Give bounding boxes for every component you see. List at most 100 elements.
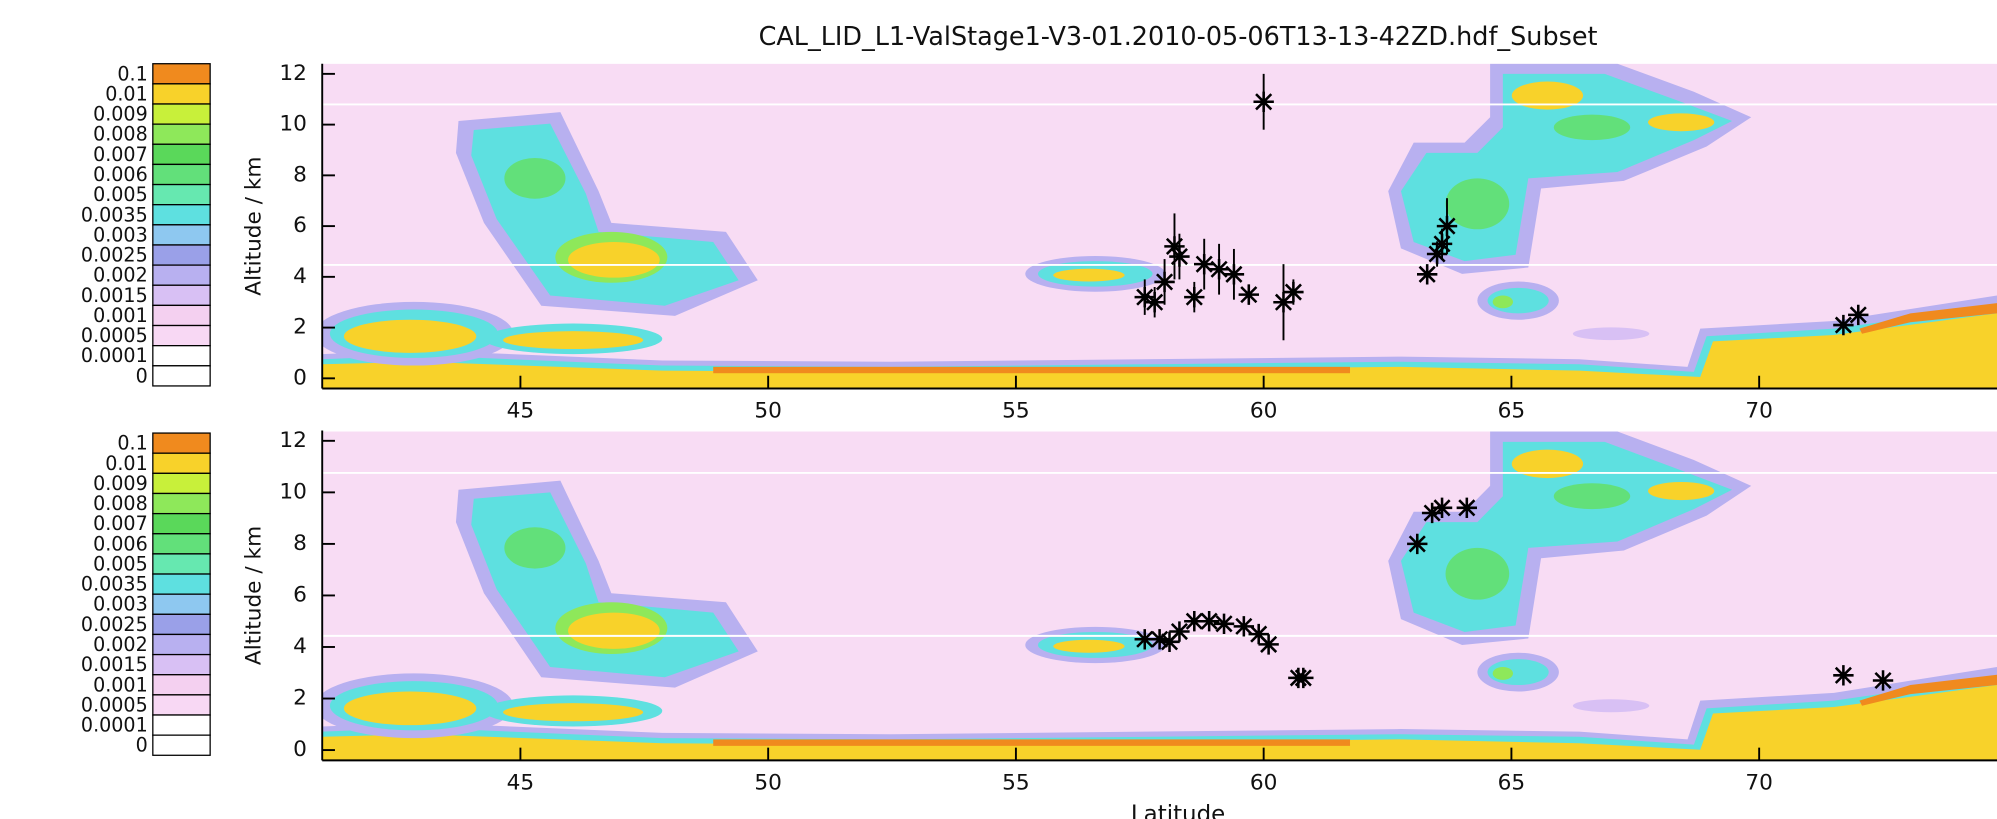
colorbar-label: 0	[136, 364, 148, 387]
marker	[1283, 281, 1304, 303]
colorbar-label: 0.009	[93, 472, 148, 495]
colorbar-swatch	[152, 633, 211, 656]
colorbar-swatch	[152, 432, 211, 454]
colorbar-swatch	[152, 714, 211, 736]
y-tick-label: 12	[279, 428, 307, 453]
x-tick-label: 45	[507, 398, 535, 423]
colorbar-swatch	[152, 512, 211, 535]
colorbar-label: 0.1	[117, 432, 147, 455]
x-tick-label: 55	[1002, 398, 1030, 423]
y-tick-label: 2	[293, 315, 307, 340]
colorbar-label: 0.005	[93, 183, 148, 206]
colorbar-swatch	[152, 653, 211, 676]
x-tick-label: 60	[1250, 398, 1278, 423]
y-tick-label: 8	[293, 531, 307, 556]
colorbar-swatch	[152, 533, 211, 555]
colorbar-swatch	[152, 103, 211, 125]
colorbar-label: 0.008	[93, 492, 148, 515]
colorbar-label: 0.001	[93, 304, 148, 327]
colorbar-label: 0.005	[93, 552, 148, 575]
colorbar-label: 0.002	[93, 633, 148, 656]
colorbar-label: 0.0025	[81, 613, 148, 636]
colorbar-swatch	[152, 284, 211, 307]
x-tick-label: 50	[754, 398, 782, 423]
marker	[1238, 284, 1259, 305]
y-tick-label: 6	[293, 582, 307, 607]
marker	[1833, 665, 1854, 686]
colorbar-label: 0.0035	[81, 573, 148, 596]
colorbar-swatch	[152, 593, 211, 615]
marker	[1233, 616, 1255, 637]
marker	[1421, 502, 1443, 524]
marker	[1426, 243, 1448, 265]
marker	[1154, 271, 1175, 293]
colorbar-label: 0.003	[93, 223, 148, 246]
marker	[1456, 497, 1478, 519]
colorbar-label: 0.0005	[81, 324, 148, 347]
colorbar-label: 0.006	[93, 163, 148, 186]
y-axis-label: Altitude / km	[242, 156, 267, 295]
marker	[1134, 286, 1155, 308]
colorbar-swatch	[152, 204, 211, 226]
colorbar-label: 0.0015	[81, 284, 148, 307]
y-tick-label: 4	[293, 634, 307, 659]
colorbar-label: 0.009	[93, 103, 148, 126]
marker	[1223, 264, 1245, 285]
y-tick-label: 4	[293, 264, 307, 289]
y-tick-label: 10	[279, 479, 307, 504]
colorbar-swatch	[152, 264, 211, 286]
colorbar-swatch	[152, 452, 211, 474]
marker	[1159, 631, 1180, 653]
colorbar-swatch	[152, 492, 211, 515]
marker	[1293, 667, 1314, 689]
backscatter-field	[322, 63, 1997, 389]
panel-field	[322, 63, 1997, 389]
panel-field	[322, 430, 1997, 761]
x-tick-label: 70	[1745, 398, 1773, 423]
colorbar-swatch	[152, 123, 211, 145]
marker	[1208, 259, 1230, 280]
colorbar-swatch	[152, 224, 211, 246]
colorbar-label: 0.007	[93, 143, 148, 166]
marker	[1258, 634, 1279, 655]
marker	[1407, 533, 1428, 555]
chart-title: CAL_LID_L1-ValStage1-V3-01.2010-05-06T13…	[759, 22, 1598, 52]
colorbar-label: 0.01	[105, 82, 148, 105]
colorbar-swatch	[152, 553, 211, 575]
marker	[1184, 286, 1205, 308]
colorbar-label: 0.002	[93, 264, 148, 287]
colorbar-swatch	[152, 63, 211, 85]
y-tick-label: 6	[293, 213, 307, 238]
colorbar-swatch	[152, 183, 211, 206]
marker	[1273, 292, 1294, 313]
colorbar-label: 0.008	[93, 123, 148, 146]
marker	[1213, 613, 1235, 634]
colorbar-swatch	[152, 734, 211, 756]
marker	[1431, 233, 1453, 255]
x-tick-label: 55	[1002, 770, 1030, 795]
colorbar-label: 0.006	[93, 532, 148, 555]
x-tick-label: 45	[507, 770, 535, 795]
marker	[1436, 215, 1458, 237]
colorbar-label: 0.007	[93, 512, 148, 535]
backscatter-field	[322, 430, 1997, 761]
marker	[1144, 292, 1165, 313]
colorbar-swatch	[152, 143, 211, 166]
marker	[1149, 629, 1170, 650]
marker	[1833, 314, 1854, 336]
marker	[1848, 304, 1869, 326]
marker	[1134, 629, 1155, 650]
x-tick-label: 60	[1250, 770, 1278, 795]
marker	[1872, 670, 1894, 691]
colorbar-label: 0.01	[105, 452, 148, 475]
y-axis-label: Altitude / km	[242, 526, 267, 665]
marker	[1169, 621, 1190, 642]
marker	[1169, 246, 1190, 267]
y-tick-label: 10	[279, 112, 307, 137]
colorbar-label: 0.003	[93, 593, 148, 616]
colorbar-swatch	[152, 244, 211, 266]
colorbar-label: 0.0001	[81, 344, 148, 367]
colorbar-swatch	[152, 365, 211, 387]
colorbar-label: 0.0001	[81, 714, 148, 737]
